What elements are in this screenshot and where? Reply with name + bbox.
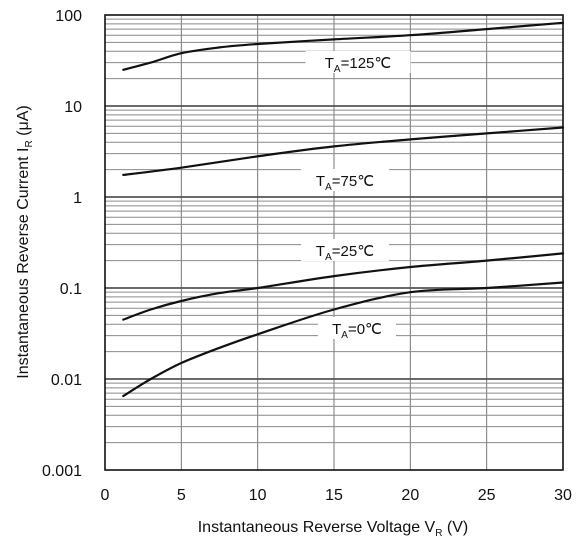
series-label-suffix: =125℃: [341, 55, 392, 72]
x-tick-label: 25: [478, 487, 496, 504]
series-label-sub: A: [325, 182, 332, 193]
y-tick-label: 0.1: [60, 281, 82, 298]
x-tick-label: 30: [554, 487, 572, 504]
series-label-sub: A: [325, 252, 332, 263]
y-tick-label: 100: [55, 8, 82, 25]
y-axis-title: Instantaneous Reverse Current IR (μA): [15, 105, 35, 378]
y-tick-label: 10: [64, 99, 82, 116]
series-label-prefix: T: [316, 243, 325, 260]
y-tick-label: 1: [73, 190, 82, 207]
x-tick-label: 10: [249, 487, 267, 504]
series-label-background: [301, 239, 389, 261]
series-label-prefix: T: [332, 321, 341, 338]
series-line-1: [122, 126, 565, 176]
x-tick-label: 20: [401, 487, 419, 504]
x-tick-label: 5: [177, 487, 186, 504]
series-label-background: [301, 169, 389, 191]
series-label-prefix: T: [325, 55, 334, 72]
x-axis-title-sub: R: [435, 528, 442, 539]
y-tick-label: 0.01: [51, 372, 82, 389]
y-axis-title-sub: R: [24, 140, 35, 147]
series-label-suffix: =25℃: [332, 243, 374, 260]
series-label-sub: A: [334, 64, 341, 75]
series-label-0: TA=125℃: [325, 55, 391, 75]
series-label-prefix: T: [316, 173, 325, 190]
series-layer: [122, 21, 565, 398]
y-tick-label: 0.001: [42, 463, 82, 480]
series-label-3: TA=0℃: [332, 321, 382, 341]
series-line-2: [122, 252, 565, 321]
x-axis-title-main: Instantaneous Reverse Voltage V: [198, 519, 436, 536]
y-axis-title-unit: (μA): [15, 105, 32, 140]
series-line-3: [122, 281, 565, 398]
series-label-background: [305, 51, 411, 73]
series-label-sub: A: [341, 330, 348, 341]
series-label-2: TA=25℃: [316, 243, 374, 263]
x-tick-label: 15: [325, 487, 343, 504]
series-line-0: [122, 21, 565, 71]
tick-layer: 0 5 10 15 20 25 30 0.001 0.01 0.1 1 10 100: [42, 8, 572, 504]
x-tick-label: 0: [101, 487, 110, 504]
label-layer: TA=125℃TA=75℃TA=25℃TA=0℃: [301, 51, 411, 341]
series-label-suffix: =75℃: [332, 173, 374, 190]
series-label-suffix: =0℃: [348, 321, 382, 338]
x-axis-title: Instantaneous Reverse Voltage VR (V): [198, 519, 469, 539]
y-axis-title-main: Instantaneous Reverse Current I: [15, 148, 32, 379]
x-axis-title-unit: (V): [442, 519, 468, 536]
series-label-1: TA=75℃: [316, 173, 374, 193]
plot-border: [104, 14, 564, 471]
series-label-background: [318, 317, 396, 339]
